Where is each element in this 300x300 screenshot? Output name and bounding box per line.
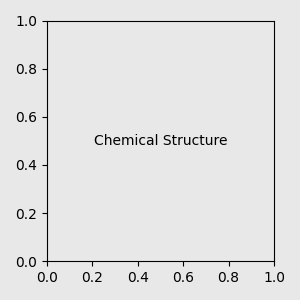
Text: Chemical Structure: Chemical Structure (94, 134, 227, 148)
